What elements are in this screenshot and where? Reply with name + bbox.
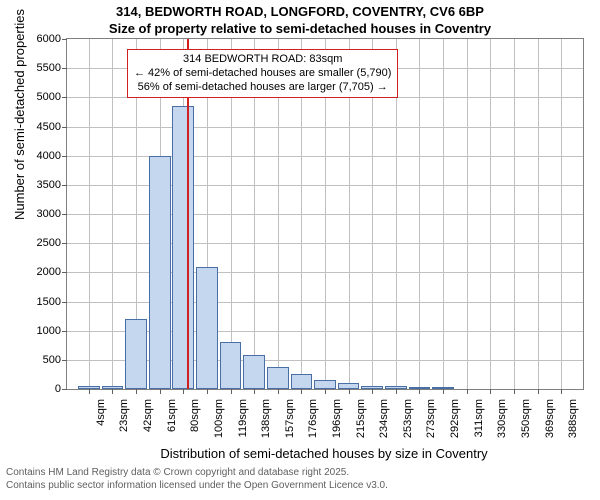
- x-tick-mark: [89, 389, 90, 394]
- title-line-1: 314, BEDWORTH ROAD, LONGFORD, COVENTRY, …: [0, 4, 600, 19]
- histogram-bar: [361, 386, 383, 390]
- y-tick-label: 1500: [21, 296, 61, 308]
- footer-line-1: Contains HM Land Registry data © Crown c…: [6, 467, 600, 480]
- y-tick-label: 3000: [21, 208, 61, 220]
- x-tick-label: 157sqm: [284, 399, 296, 445]
- x-tick-mark: [136, 389, 137, 394]
- x-tick-label: 234sqm: [378, 399, 390, 445]
- x-axis-label: Distribution of semi-detached houses by …: [66, 446, 582, 461]
- x-tick-mark: [231, 389, 232, 394]
- x-tick-label: 176sqm: [307, 399, 319, 445]
- annotation-box: 314 BEDWORTH ROAD: 83sqm← 42% of semi-de…: [127, 49, 398, 98]
- histogram-bar: [267, 367, 289, 389]
- x-tick-label: 23sqm: [118, 399, 130, 445]
- histogram-bar: [220, 342, 242, 389]
- x-tick-label: 80sqm: [189, 399, 201, 445]
- chart-area: 0500100015002000250030003500400045005000…: [66, 38, 582, 388]
- x-tick-label: 61sqm: [166, 399, 178, 445]
- y-tick-label: 0: [21, 383, 61, 395]
- y-tick-label: 2500: [21, 237, 61, 249]
- x-gridline: [490, 39, 491, 389]
- x-gridline: [419, 39, 420, 389]
- annotation-line: 314 BEDWORTH ROAD: 83sqm: [134, 53, 391, 67]
- x-gridline: [89, 39, 90, 389]
- x-tick-mark: [396, 389, 397, 394]
- x-tick-mark: [254, 389, 255, 394]
- x-tick-mark: [207, 389, 208, 394]
- x-tick-label: 388sqm: [567, 399, 579, 445]
- x-tick-mark: [561, 389, 562, 394]
- x-gridline: [538, 39, 539, 389]
- footer-attribution: Contains HM Land Registry data © Crown c…: [0, 467, 600, 492]
- x-tick-mark: [467, 389, 468, 394]
- chart-titles: 314, BEDWORTH ROAD, LONGFORD, COVENTRY, …: [0, 4, 600, 36]
- x-tick-label: 42sqm: [142, 399, 154, 445]
- y-tick-label: 5000: [21, 91, 61, 103]
- x-tick-mark: [183, 389, 184, 394]
- x-tick-mark: [538, 389, 539, 394]
- plot-area: 0500100015002000250030003500400045005000…: [66, 38, 584, 390]
- x-tick-mark: [325, 389, 326, 394]
- y-tick-label: 3500: [21, 179, 61, 191]
- y-tick-mark: [62, 39, 67, 40]
- title-line-2: Size of property relative to semi-detach…: [0, 21, 600, 36]
- histogram-bar: [125, 319, 147, 389]
- x-tick-label: 330sqm: [496, 399, 508, 445]
- x-tick-label: 100sqm: [213, 399, 225, 445]
- x-tick-label: 138sqm: [260, 399, 272, 445]
- histogram-bar: [432, 387, 454, 389]
- y-tick-label: 4500: [21, 121, 61, 133]
- annotation-line: 56% of semi-detached houses are larger (…: [134, 81, 391, 95]
- x-tick-label: 369sqm: [544, 399, 556, 445]
- x-tick-mark: [443, 389, 444, 394]
- histogram-bar: [149, 156, 171, 389]
- footer-line-2: Contains public sector information licen…: [6, 480, 600, 493]
- x-tick-mark: [419, 389, 420, 394]
- y-tick-label: 1000: [21, 325, 61, 337]
- x-tick-mark: [112, 389, 113, 394]
- y-tick-label: 500: [21, 354, 61, 366]
- x-tick-mark: [160, 389, 161, 394]
- x-tick-mark: [372, 389, 373, 394]
- y-tick-mark: [62, 389, 67, 390]
- x-tick-mark: [349, 389, 350, 394]
- histogram-bar: [338, 383, 360, 389]
- histogram-bar: [385, 386, 407, 390]
- histogram-bar: [314, 380, 336, 389]
- x-tick-label: 350sqm: [520, 399, 532, 445]
- x-gridline: [443, 39, 444, 389]
- x-tick-label: 253sqm: [402, 399, 414, 445]
- y-tick-label: 2000: [21, 266, 61, 278]
- histogram-bar: [102, 386, 124, 390]
- histogram-bar: [172, 106, 194, 389]
- x-gridline: [112, 39, 113, 389]
- histogram-bar: [291, 374, 313, 389]
- x-tick-label: 273sqm: [425, 399, 437, 445]
- histogram-bar: [78, 386, 100, 390]
- y-tick-label: 4000: [21, 150, 61, 162]
- y-tick-label: 5500: [21, 62, 61, 74]
- x-tick-label: 215sqm: [355, 399, 367, 445]
- histogram-bar: [409, 387, 431, 389]
- x-tick-label: 119sqm: [237, 399, 249, 445]
- x-tick-label: 4sqm: [95, 399, 107, 445]
- x-tick-label: 196sqm: [331, 399, 343, 445]
- x-tick-mark: [278, 389, 279, 394]
- x-tick-label: 292sqm: [449, 399, 461, 445]
- x-tick-mark: [490, 389, 491, 394]
- x-gridline: [561, 39, 562, 389]
- x-gridline: [467, 39, 468, 389]
- y-tick-label: 6000: [21, 33, 61, 45]
- x-gridline: [514, 39, 515, 389]
- x-tick-label: 311sqm: [473, 399, 485, 445]
- histogram-bar: [196, 267, 218, 390]
- x-tick-mark: [514, 389, 515, 394]
- histogram-bar: [243, 355, 265, 389]
- x-tick-mark: [301, 389, 302, 394]
- annotation-line: ← 42% of semi-detached houses are smalle…: [134, 67, 391, 81]
